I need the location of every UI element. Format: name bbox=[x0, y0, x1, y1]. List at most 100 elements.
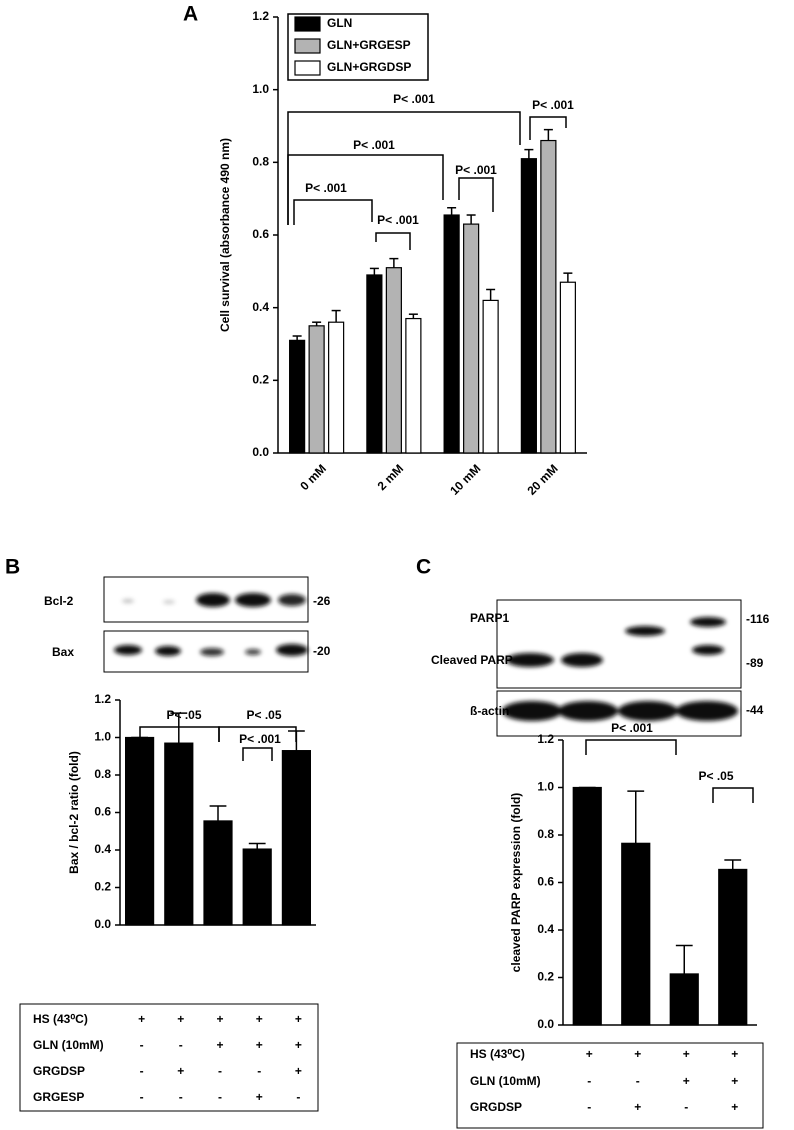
blot-size: -89 bbox=[746, 656, 764, 670]
bar bbox=[482, 299, 499, 454]
y-tick-label: 0.8 bbox=[94, 767, 111, 781]
treatment-sign: + bbox=[731, 1047, 738, 1061]
bar bbox=[520, 158, 537, 454]
bar bbox=[281, 750, 311, 926]
treatment-sign: + bbox=[177, 1012, 184, 1026]
treatment-sign: - bbox=[636, 1074, 640, 1088]
treatment-sign: - bbox=[179, 1090, 183, 1104]
y-tick-label: 0.0 bbox=[94, 917, 111, 931]
treatment-sign: - bbox=[587, 1074, 591, 1088]
y-tick-label: 1.0 bbox=[537, 780, 554, 794]
bar bbox=[621, 842, 651, 1026]
blot-label: Bax bbox=[52, 645, 74, 659]
treatment-table bbox=[19, 1003, 319, 1112]
y-axis-label: Bax / bcl-2 ratio (fold) bbox=[67, 751, 81, 874]
panel-label: A bbox=[183, 3, 198, 26]
bar bbox=[164, 742, 194, 926]
treatment-sign: + bbox=[683, 1074, 690, 1088]
treatment-sign: - bbox=[296, 1090, 300, 1104]
treatment-sign: + bbox=[216, 1012, 223, 1026]
legend-label: GLN+GRGDSP bbox=[327, 60, 411, 74]
bar bbox=[443, 214, 460, 454]
bar bbox=[203, 820, 233, 926]
bar bbox=[366, 274, 383, 454]
blot-size: -26 bbox=[313, 594, 331, 608]
treatment-sign: + bbox=[634, 1100, 641, 1114]
y-tick-label: 0.0 bbox=[537, 1017, 554, 1031]
legend-label: GLN bbox=[327, 16, 352, 30]
bar bbox=[124, 736, 155, 926]
bar bbox=[405, 317, 422, 454]
significance-label: P< .001 bbox=[611, 721, 653, 735]
y-tick-label: 0.8 bbox=[252, 155, 269, 169]
bar bbox=[540, 139, 557, 454]
treatment-label: GLN (10mM) bbox=[470, 1074, 541, 1088]
bar bbox=[669, 973, 699, 1026]
y-tick-label: 0.4 bbox=[252, 300, 269, 314]
significance-label: P< .05 bbox=[698, 769, 733, 783]
blot-size: -44 bbox=[746, 703, 764, 717]
significance-label: P< .001 bbox=[239, 732, 281, 746]
significance-bracket bbox=[242, 747, 273, 761]
significance-bracket bbox=[375, 232, 411, 250]
bar bbox=[385, 267, 402, 454]
y-tick-label: 0.6 bbox=[537, 875, 554, 889]
blot-label: PARP1 bbox=[470, 611, 509, 625]
significance-label: P< .001 bbox=[393, 92, 435, 106]
treatment-sign: + bbox=[683, 1047, 690, 1061]
y-tick-label: 1.0 bbox=[252, 82, 269, 96]
bar bbox=[559, 281, 576, 454]
significance-label: P< .001 bbox=[532, 98, 574, 112]
x-tick-label: 20 mM bbox=[524, 461, 560, 497]
treatment-sign: - bbox=[684, 1100, 688, 1114]
blot-size: -116 bbox=[746, 612, 770, 626]
treatment-sign: + bbox=[138, 1012, 145, 1026]
y-axis-label: cleaved PARP expression (fold) bbox=[509, 793, 523, 973]
significance-label: P< .05 bbox=[246, 708, 281, 722]
y-tick-label: 1.2 bbox=[94, 692, 111, 706]
y-tick-label: 0.8 bbox=[537, 827, 554, 841]
treatment-sign: - bbox=[140, 1038, 144, 1052]
treatment-label: GRGDSP bbox=[470, 1100, 522, 1114]
bar bbox=[242, 848, 272, 926]
y-tick-label: 0.2 bbox=[252, 373, 269, 387]
y-tick-label: 0.6 bbox=[94, 805, 111, 819]
treatment-label: GRGDSP bbox=[33, 1064, 85, 1078]
blot-label: Cleaved PARP bbox=[431, 653, 513, 667]
bar bbox=[463, 223, 480, 454]
y-tick-label: 1.2 bbox=[252, 9, 269, 23]
legend-swatch bbox=[294, 16, 321, 32]
treatment-sign: - bbox=[218, 1090, 222, 1104]
legend-label: GLN+GRGESP bbox=[327, 38, 411, 52]
significance-label: P< .001 bbox=[305, 181, 347, 195]
treatment-label: HS (43⁰C) bbox=[33, 1012, 88, 1026]
y-tick-label: 0.6 bbox=[252, 227, 269, 241]
blot-label: Bcl-2 bbox=[44, 594, 74, 608]
treatment-label: GRGESP bbox=[33, 1090, 84, 1104]
treatment-sign: + bbox=[586, 1047, 593, 1061]
treatment-sign: - bbox=[257, 1064, 261, 1078]
treatment-sign: + bbox=[256, 1012, 263, 1026]
treatment-sign: + bbox=[295, 1038, 302, 1052]
significance-bracket bbox=[712, 787, 754, 803]
x-tick-label: 2 mM bbox=[375, 461, 407, 493]
treatment-sign: + bbox=[731, 1074, 738, 1088]
western-blot bbox=[103, 576, 309, 673]
y-tick-label: 0.0 bbox=[252, 445, 269, 459]
treatment-sign: - bbox=[587, 1100, 591, 1114]
treatment-sign: + bbox=[216, 1038, 223, 1052]
blot-label: ß-actin bbox=[470, 704, 509, 718]
x-tick-label: 0 mM bbox=[297, 461, 329, 493]
panel-label: C bbox=[416, 556, 431, 579]
legend-swatch bbox=[294, 60, 321, 76]
y-tick-label: 0.4 bbox=[94, 842, 111, 856]
bar bbox=[308, 325, 325, 454]
treatment-sign: - bbox=[140, 1090, 144, 1104]
treatment-sign: + bbox=[731, 1100, 738, 1114]
y-tick-label: 0.2 bbox=[537, 970, 554, 984]
significance-bracket bbox=[293, 199, 373, 225]
treatment-sign: + bbox=[295, 1012, 302, 1026]
bar bbox=[718, 868, 748, 1026]
